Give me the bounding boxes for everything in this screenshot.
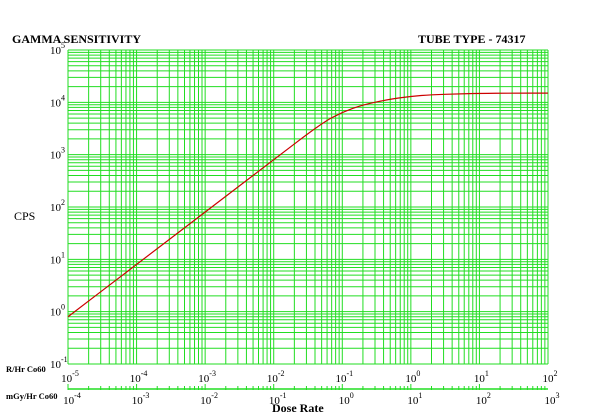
tick-exponent: -4: [141, 369, 148, 378]
tick-base: 10: [130, 373, 142, 385]
tick-base: 10: [50, 97, 62, 109]
tick-base: 10: [50, 307, 62, 319]
x-tick-label: 100: [405, 369, 420, 385]
x-tick-label: 10-5: [61, 369, 79, 385]
tick-base: 10: [269, 395, 281, 407]
tick-exponent: 2: [61, 198, 65, 207]
x-tick-label: 10-1: [335, 369, 353, 385]
tick-exponent: -3: [209, 369, 216, 378]
tick-base: 10: [61, 373, 73, 385]
x2-tick-label: 102: [476, 391, 491, 407]
chart-subtitle: TUBE TYPE - 74317: [418, 32, 525, 46]
tick-exponent: 0: [61, 303, 65, 312]
y-axis-label: CPS: [14, 209, 35, 223]
tick-exponent: -1: [61, 355, 68, 364]
x-axis-label: Dose Rate: [272, 401, 324, 415]
tick-base: 10: [50, 359, 62, 371]
tick-exponent: -1: [280, 391, 287, 400]
x2-tick-label: 101: [407, 391, 422, 407]
tick-base: 10: [200, 395, 212, 407]
tick-exponent: 2: [487, 391, 491, 400]
x-tick-label: 101: [474, 369, 489, 385]
tick-exponent: 1: [485, 369, 489, 378]
y-tick-label: 104: [50, 93, 65, 109]
x-tick-label: 10-2: [267, 369, 285, 385]
tick-exponent: -5: [72, 369, 79, 378]
grid: [67, 49, 549, 365]
x2-tick-label: 10-4: [63, 391, 81, 407]
tick-exponent: 4: [61, 93, 65, 102]
tick-base: 10: [476, 395, 488, 407]
tick-exponent: -1: [346, 369, 353, 378]
tick-base: 10: [50, 202, 62, 214]
tick-base: 10: [63, 395, 75, 407]
y-tick-label: 100: [50, 303, 65, 319]
tick-exponent: 1: [418, 391, 422, 400]
tick-base: 10: [405, 373, 417, 385]
primary-x-axis-label: R/Hr Co60: [6, 364, 46, 374]
chart-title: GAMMA SENSITIVITY: [12, 32, 141, 46]
y-tick-label: 105: [50, 41, 65, 57]
secondary-x-axis-label: mGy/Hr Co60: [6, 391, 58, 401]
x2-tick-label: 100: [339, 391, 354, 407]
x2-tick-label: 10-2: [200, 391, 218, 407]
x-tick-label: 102: [543, 369, 558, 385]
secondary-x-axis: [67, 384, 548, 390]
tick-exponent: 3: [556, 391, 560, 400]
tick-base: 10: [267, 373, 279, 385]
tick-base: 10: [339, 395, 351, 407]
tick-exponent: 0: [350, 391, 354, 400]
y-tick-label: 101: [50, 250, 65, 266]
tick-base: 10: [545, 395, 557, 407]
tick-exponent: 0: [416, 369, 420, 378]
x-tick-label: 10-4: [130, 369, 148, 385]
y-tick-label: 102: [50, 198, 65, 214]
tick-exponent: -2: [211, 391, 218, 400]
tick-base: 10: [543, 373, 555, 385]
tick-base: 10: [335, 373, 347, 385]
tick-exponent: 3: [61, 146, 65, 155]
tick-exponent: 1: [61, 250, 65, 259]
primary-x-tick-labels: 10-5 10-4 10-3 10-2 10-1 100 101 102: [61, 369, 557, 385]
tick-exponent: -4: [74, 391, 81, 400]
tick-exponent: -3: [143, 391, 150, 400]
x-tick-label: 10-3: [198, 369, 216, 385]
cps-curve: [67, 92, 548, 318]
plot-series: [67, 92, 548, 318]
x2-tick-label: 10-1: [269, 391, 287, 407]
y-tick-label: 103: [50, 146, 65, 162]
tick-base: 10: [132, 395, 144, 407]
x2-tick-label: 10-3: [132, 391, 150, 407]
tick-base: 10: [50, 254, 62, 266]
y-tick-label: 10-1: [50, 355, 68, 371]
tick-exponent: 2: [554, 369, 558, 378]
secondary-x-tick-labels: 10-4 10-3 10-2 10-1 100 101 102 103: [63, 391, 559, 407]
x2-tick-label: 103: [545, 391, 560, 407]
tick-base: 10: [474, 373, 486, 385]
tick-base: 10: [50, 150, 62, 162]
tick-exponent: -2: [278, 369, 285, 378]
tick-base: 10: [407, 395, 419, 407]
tick-base: 10: [198, 373, 210, 385]
tick-exponent: 5: [61, 41, 65, 50]
tick-base: 10: [50, 45, 62, 57]
